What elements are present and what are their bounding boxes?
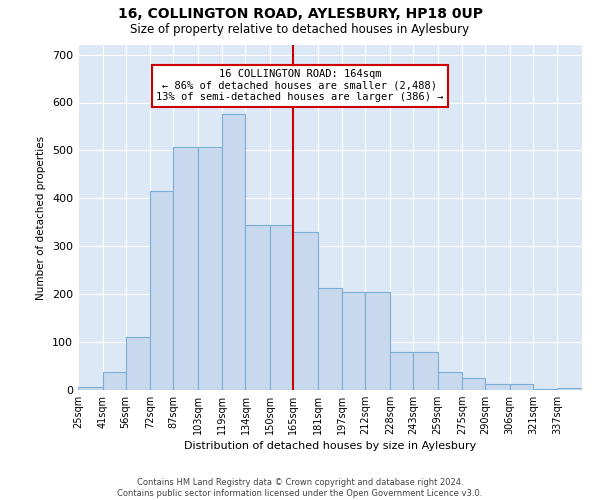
Bar [485, 384, 510, 390]
Y-axis label: Number of detached properties: Number of detached properties [37, 136, 46, 300]
Text: 16 COLLINGTON ROAD: 164sqm
← 86% of detached houses are smaller (2,488)
13% of s: 16 COLLINGTON ROAD: 164sqm ← 86% of deta… [156, 69, 443, 102]
Bar [198, 147, 223, 390]
Bar [437, 372, 462, 390]
Bar [245, 224, 270, 390]
Text: 16, COLLINGTON ROAD, AYLESBURY, HP18 0UP: 16, COLLINGTON ROAD, AYLESBURY, HP18 0UP [118, 8, 482, 22]
Text: Contains HM Land Registry data © Crown copyright and database right 2024.
Contai: Contains HM Land Registry data © Crown c… [118, 478, 482, 498]
Bar [365, 292, 390, 390]
Bar [390, 352, 413, 390]
Bar [510, 384, 533, 390]
Bar [318, 288, 342, 390]
Bar [150, 191, 173, 390]
Bar [557, 388, 582, 390]
Bar [462, 378, 485, 390]
Bar [533, 389, 557, 390]
Bar [342, 292, 365, 390]
Bar [78, 386, 103, 390]
Bar [173, 147, 198, 390]
Bar [293, 232, 318, 390]
Bar [413, 352, 437, 390]
Text: Size of property relative to detached houses in Aylesbury: Size of property relative to detached ho… [130, 22, 470, 36]
X-axis label: Distribution of detached houses by size in Aylesbury: Distribution of detached houses by size … [184, 442, 476, 452]
Bar [223, 114, 245, 390]
Bar [125, 338, 150, 390]
Bar [270, 224, 293, 390]
Bar [103, 372, 125, 390]
